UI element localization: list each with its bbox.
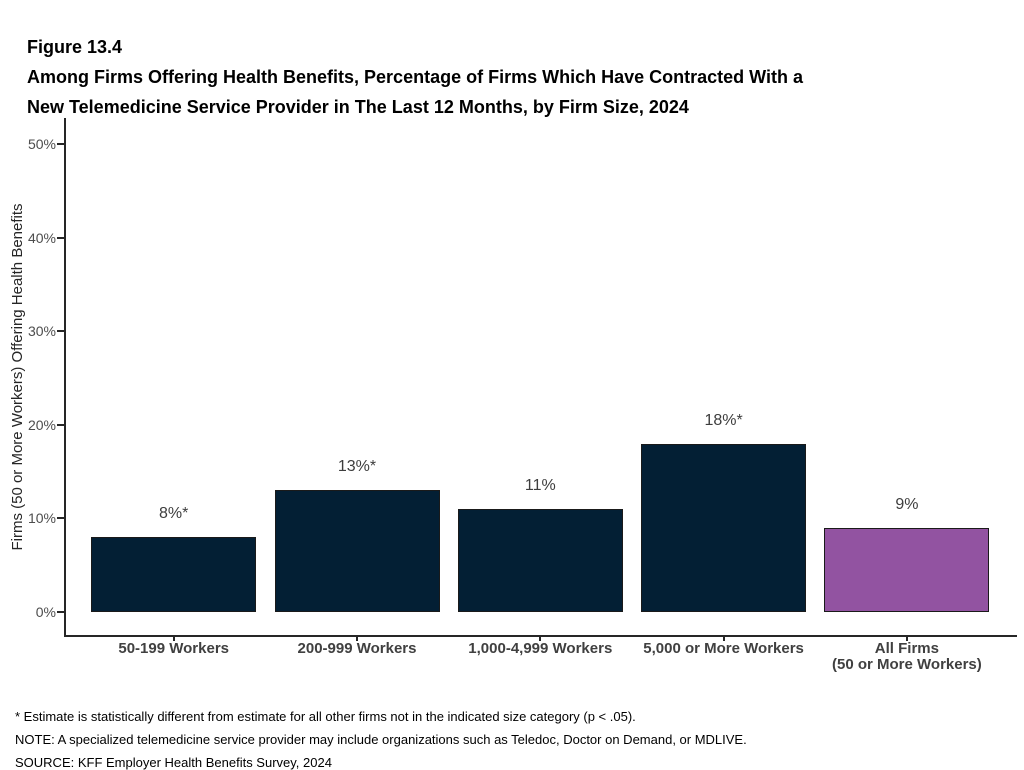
x-tick-mark	[905, 635, 908, 641]
y-tick-label: 20%	[27, 416, 56, 433]
bar	[91, 537, 257, 612]
bar-value-label: 8%*	[159, 505, 189, 523]
x-tick-label: 50-199 Workers	[118, 640, 229, 657]
y-tick-mark	[57, 611, 64, 613]
y-tick-label: 30%	[27, 323, 56, 340]
x-tick-mark	[172, 635, 175, 641]
bar-value-label: 11%	[524, 477, 556, 495]
bar	[274, 490, 440, 612]
bar-value-label: 13%*	[337, 458, 377, 476]
x-tick-mark	[722, 635, 725, 641]
y-tick-mark	[57, 143, 64, 145]
y-tick-label: 50%	[27, 136, 56, 152]
figure-title-line1: Among Firms Offering Health Benefits, Pe…	[27, 67, 803, 87]
x-tick-label: 200-999 Workers	[297, 640, 417, 657]
bar	[824, 527, 990, 612]
y-tick-mark	[57, 236, 64, 239]
y-tick-mark	[57, 423, 64, 426]
bar	[457, 509, 623, 612]
bar-value-label: 18%*	[704, 411, 743, 429]
x-tick-mark	[356, 635, 358, 641]
y-tick-label: 0%	[35, 604, 56, 620]
y-tick-mark	[57, 517, 64, 520]
y-tick-label: 40%	[27, 229, 56, 246]
x-tick-label: 5,000 or More Workers	[643, 640, 804, 657]
footnote-significance: * Estimate is statistically different fr…	[15, 709, 636, 724]
y-tick-label: 10%	[27, 510, 56, 527]
footnote-source: SOURCE: KFF Employer Health Benefits Sur…	[15, 755, 332, 770]
figure-title-line2: New Telemedicine Service Provider in The…	[27, 97, 689, 117]
x-tick-label: All Firms (50 or More Workers)	[832, 640, 982, 673]
figure-number: Figure 13.4	[27, 37, 123, 57]
x-tick-label: 1,000-4,999 Workers	[468, 640, 613, 657]
bar-value-label: 9%	[895, 495, 919, 513]
bar	[641, 443, 807, 612]
y-tick-mark	[57, 330, 64, 333]
footnotes: * Estimate is statistically different fr…	[15, 705, 747, 770]
x-tick-mark	[539, 635, 542, 641]
figure-title-block: Figure 13.4 Among Firms Offering Health …	[27, 32, 803, 122]
footnote-note: NOTE: A specialized telemedicine service…	[15, 732, 747, 747]
